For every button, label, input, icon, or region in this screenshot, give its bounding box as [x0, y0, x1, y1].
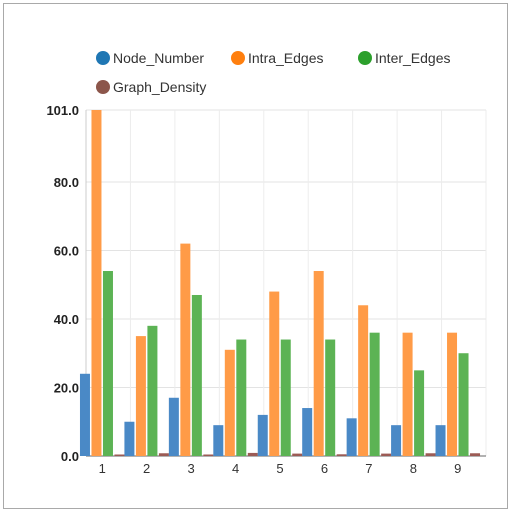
- bar: [114, 454, 125, 456]
- y-tick-label: 40.0: [54, 312, 79, 327]
- legend-label: Intra_Edges: [248, 50, 324, 66]
- y-tick-label: 0.0: [61, 449, 79, 464]
- x-axis: 1 2 3 4 5 6 7 8 9: [86, 455, 486, 476]
- x-tick-label: 4: [232, 461, 239, 476]
- bar: [213, 425, 224, 456]
- bar: [435, 425, 446, 456]
- x-tick-label: 9: [454, 461, 461, 476]
- bar: [147, 325, 158, 456]
- bar: [269, 291, 280, 456]
- bar: [224, 349, 235, 456]
- bar: [180, 243, 191, 456]
- bar: [381, 453, 392, 456]
- bar: [191, 294, 202, 456]
- y-tick-label: 80.0: [54, 175, 79, 190]
- bar: [425, 453, 436, 456]
- bar: [257, 414, 268, 456]
- bar: [292, 453, 303, 456]
- bar: [369, 332, 380, 456]
- x-tick-label: 7: [365, 461, 372, 476]
- x-tick-label: 6: [321, 461, 328, 476]
- bar: [391, 425, 402, 456]
- bar: [247, 452, 258, 456]
- bars-area: [79, 110, 481, 456]
- legend-label: Inter_Edges: [375, 50, 451, 66]
- legend[interactable]: Node_Number Intra_Edges Inter_Edges Graph_D…: [96, 50, 451, 95]
- legend-swatch: [358, 51, 372, 65]
- bar: [336, 454, 347, 456]
- y-tick-label: 20.0: [54, 380, 79, 395]
- bar: [313, 271, 324, 456]
- legend-swatch: [231, 51, 245, 65]
- legend-swatch: [96, 51, 110, 65]
- bar: [325, 339, 336, 456]
- x-tick-label: 5: [276, 461, 283, 476]
- bar: [158, 453, 169, 456]
- legend-item[interactable]: Inter_Edges: [358, 50, 451, 66]
- legend-label: Graph_Density: [113, 79, 206, 95]
- bar: [91, 110, 102, 456]
- bar: [102, 271, 113, 456]
- bar: [135, 336, 146, 456]
- legend-label: Node_Number: [113, 50, 204, 66]
- bar: [302, 408, 313, 456]
- bar: [346, 418, 357, 456]
- x-tick-label: 1: [99, 461, 106, 476]
- bar: [280, 339, 291, 456]
- x-tick-label: 8: [410, 461, 417, 476]
- bar: [358, 305, 369, 456]
- bar: [236, 339, 247, 456]
- bar: [402, 332, 413, 456]
- y-max-label: 101.0: [46, 103, 79, 118]
- bar: [203, 454, 214, 456]
- bar: [458, 353, 469, 456]
- bar: [447, 332, 458, 456]
- x-tick-label: 3: [187, 461, 194, 476]
- legend-swatch: [96, 80, 110, 94]
- y-tick-label: 60.0: [54, 243, 79, 258]
- legend-item[interactable]: Node_Number: [96, 50, 204, 66]
- bar: [79, 373, 90, 456]
- legend-item[interactable]: Intra_Edges: [231, 50, 324, 66]
- bar: [168, 397, 179, 456]
- bar: [414, 370, 425, 456]
- legend-item[interactable]: Graph_Density: [96, 79, 206, 95]
- bar: [470, 453, 481, 456]
- x-tick-label: 2: [143, 461, 150, 476]
- bar: [124, 421, 135, 456]
